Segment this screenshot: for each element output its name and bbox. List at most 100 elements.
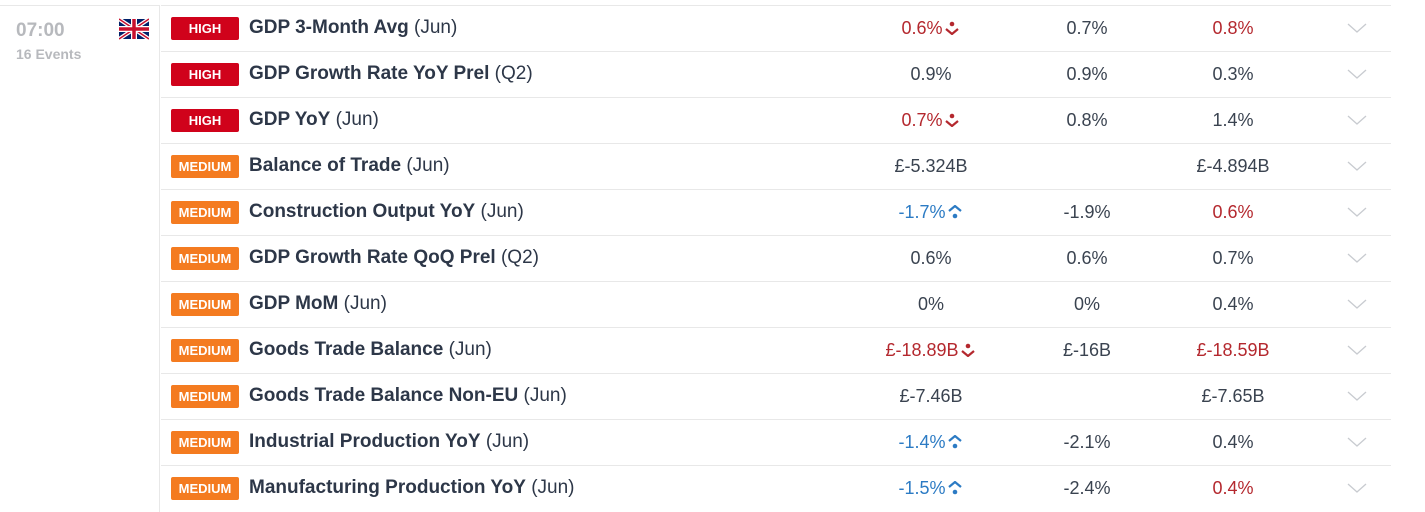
previous-value: 0.4% (1212, 478, 1254, 498)
event-name[interactable]: GDP Growth Rate QoQ Prel (Q2) (249, 247, 539, 269)
event-row[interactable]: MEDIUM Goods Trade Balance Non-EU (Jun) … (161, 373, 1391, 419)
forecast-value: -2.1% (1063, 432, 1111, 452)
chevron-down-icon[interactable] (1347, 482, 1367, 494)
actual-text: -1.7% (898, 202, 946, 222)
previous-value: 0.4% (1212, 432, 1254, 452)
forecast-value: 0.9% (1066, 64, 1108, 84)
actual-text: 0.6% (910, 248, 952, 268)
previous-value: 1.4% (1212, 110, 1254, 130)
event-name[interactable]: Construction Output YoY (Jun) (249, 201, 524, 223)
actual-value: -1.7% (851, 202, 1011, 223)
event-row[interactable]: HIGH GDP Growth Rate YoY Prel (Q2) 0.9% … (161, 51, 1391, 97)
impact-badge: MEDIUM (171, 247, 239, 270)
event-row[interactable]: HIGH GDP 3-Month Avg (Jun) 0.6% 0.7% 0.8… (161, 5, 1391, 51)
previous-value: £-4.894B (1196, 156, 1270, 176)
actual-text: -1.4% (898, 432, 946, 452)
event-row[interactable]: MEDIUM GDP MoM (Jun) 0% 0% 0.4% (161, 281, 1391, 327)
chevron-down-icon[interactable] (1347, 436, 1367, 448)
actual-text: £-5.324B (894, 156, 968, 176)
event-title: Construction Output YoY (249, 201, 476, 222)
events-table: HIGH GDP 3-Month Avg (Jun) 0.6% 0.7% 0.8… (161, 5, 1391, 511)
event-row[interactable]: MEDIUM Manufacturing Production YoY (Jun… (161, 465, 1391, 511)
actual-text: -1.5% (898, 478, 946, 498)
actual-text: 0% (917, 294, 944, 314)
event-title: Manufacturing Production YoY (249, 477, 526, 498)
chevron-down-icon[interactable] (1347, 68, 1367, 80)
previous-value: 0.3% (1212, 64, 1254, 84)
forecast-value: -2.4% (1063, 478, 1111, 498)
event-name[interactable]: Balance of Trade (Jun) (249, 155, 450, 177)
forecast-value: 0% (1073, 294, 1100, 314)
chevron-down-icon[interactable] (1347, 114, 1367, 126)
event-title: Industrial Production YoY (249, 431, 481, 452)
event-row[interactable]: MEDIUM Goods Trade Balance (Jun) £-18.89… (161, 327, 1391, 373)
event-name[interactable]: Goods Trade Balance Non-EU (Jun) (249, 385, 567, 407)
event-title: GDP Growth Rate YoY Prel (249, 63, 490, 84)
event-row[interactable]: HIGH GDP YoY (Jun) 0.7% 0.8% 1.4% (161, 97, 1391, 143)
event-row[interactable]: MEDIUM Balance of Trade (Jun) £-5.324B £… (161, 143, 1391, 189)
event-period: (Jun) (485, 431, 530, 452)
event-row[interactable]: MEDIUM GDP Growth Rate QoQ Prel (Q2) 0.6… (161, 235, 1391, 281)
arrow-down-icon (960, 343, 975, 358)
impact-badge: MEDIUM (171, 293, 239, 316)
event-title: Goods Trade Balance (249, 339, 444, 360)
chevron-down-icon[interactable] (1347, 390, 1367, 402)
event-title: GDP 3-Month Avg (249, 17, 409, 38)
forecast-value: 0.7% (1066, 18, 1108, 38)
event-name[interactable]: Manufacturing Production YoY (Jun) (249, 477, 575, 499)
event-name[interactable]: Industrial Production YoY (Jun) (249, 431, 529, 453)
previous-value: 0.7% (1212, 248, 1254, 268)
arrow-up-icon (947, 480, 962, 495)
impact-badge: MEDIUM (171, 477, 239, 500)
chevron-down-icon[interactable] (1347, 160, 1367, 172)
event-period: (Jun) (335, 109, 379, 130)
actual-value: 0.9% (851, 64, 1011, 85)
actual-text: 0.7% (901, 110, 943, 130)
previous-value: 0.4% (1212, 294, 1254, 314)
event-name[interactable]: GDP 3-Month Avg (Jun) (249, 17, 457, 39)
arrow-up-icon (947, 204, 962, 219)
time-group: 07:00 16 Events (0, 5, 160, 512)
event-title: Goods Trade Balance Non-EU (249, 385, 519, 406)
event-period: (Jun) (531, 477, 575, 498)
impact-badge: MEDIUM (171, 385, 239, 408)
event-period: (Q2) (500, 247, 539, 268)
event-time: 07:00 (16, 20, 65, 41)
chevron-down-icon[interactable] (1347, 344, 1367, 356)
impact-badge: MEDIUM (171, 201, 239, 224)
impact-badge: HIGH (171, 63, 239, 86)
event-period: (Jun) (448, 339, 492, 360)
chevron-down-icon[interactable] (1347, 252, 1367, 264)
event-title: GDP MoM (249, 293, 339, 314)
arrow-down-icon (944, 113, 959, 128)
forecast-value: -1.9% (1063, 202, 1111, 222)
event-name[interactable]: GDP MoM (Jun) (249, 293, 387, 315)
actual-value: £-5.324B (851, 156, 1011, 177)
event-period: (Jun) (523, 385, 567, 406)
event-row[interactable]: MEDIUM Industrial Production YoY (Jun) -… (161, 419, 1391, 465)
event-period: (Jun) (343, 293, 387, 314)
event-name[interactable]: GDP YoY (Jun) (249, 109, 379, 131)
actual-value: 0% (851, 294, 1011, 315)
chevron-down-icon[interactable] (1347, 206, 1367, 218)
previous-value: £-7.65B (1201, 386, 1265, 406)
event-period: (Q2) (494, 63, 533, 84)
impact-badge: HIGH (171, 109, 239, 132)
forecast-value: 0.6% (1066, 248, 1108, 268)
event-row[interactable]: MEDIUM Construction Output YoY (Jun) -1.… (161, 189, 1391, 235)
chevron-down-icon[interactable] (1347, 298, 1367, 310)
chevron-down-icon[interactable] (1347, 22, 1367, 34)
event-title: Balance of Trade (249, 155, 402, 176)
event-name[interactable]: Goods Trade Balance (Jun) (249, 339, 492, 361)
impact-badge: MEDIUM (171, 431, 239, 454)
event-title: GDP Growth Rate QoQ Prel (249, 247, 496, 268)
event-name[interactable]: GDP Growth Rate YoY Prel (Q2) (249, 63, 533, 85)
actual-value: £-7.46B (851, 386, 1011, 407)
event-period: (Jun) (480, 201, 524, 222)
impact-badge: MEDIUM (171, 155, 239, 178)
actual-text: 0.9% (910, 64, 952, 84)
forecast-value: £-16B (1062, 340, 1112, 360)
arrow-down-icon (944, 21, 959, 36)
actual-text: £-7.46B (899, 386, 963, 406)
actual-value: 0.7% (851, 110, 1011, 131)
